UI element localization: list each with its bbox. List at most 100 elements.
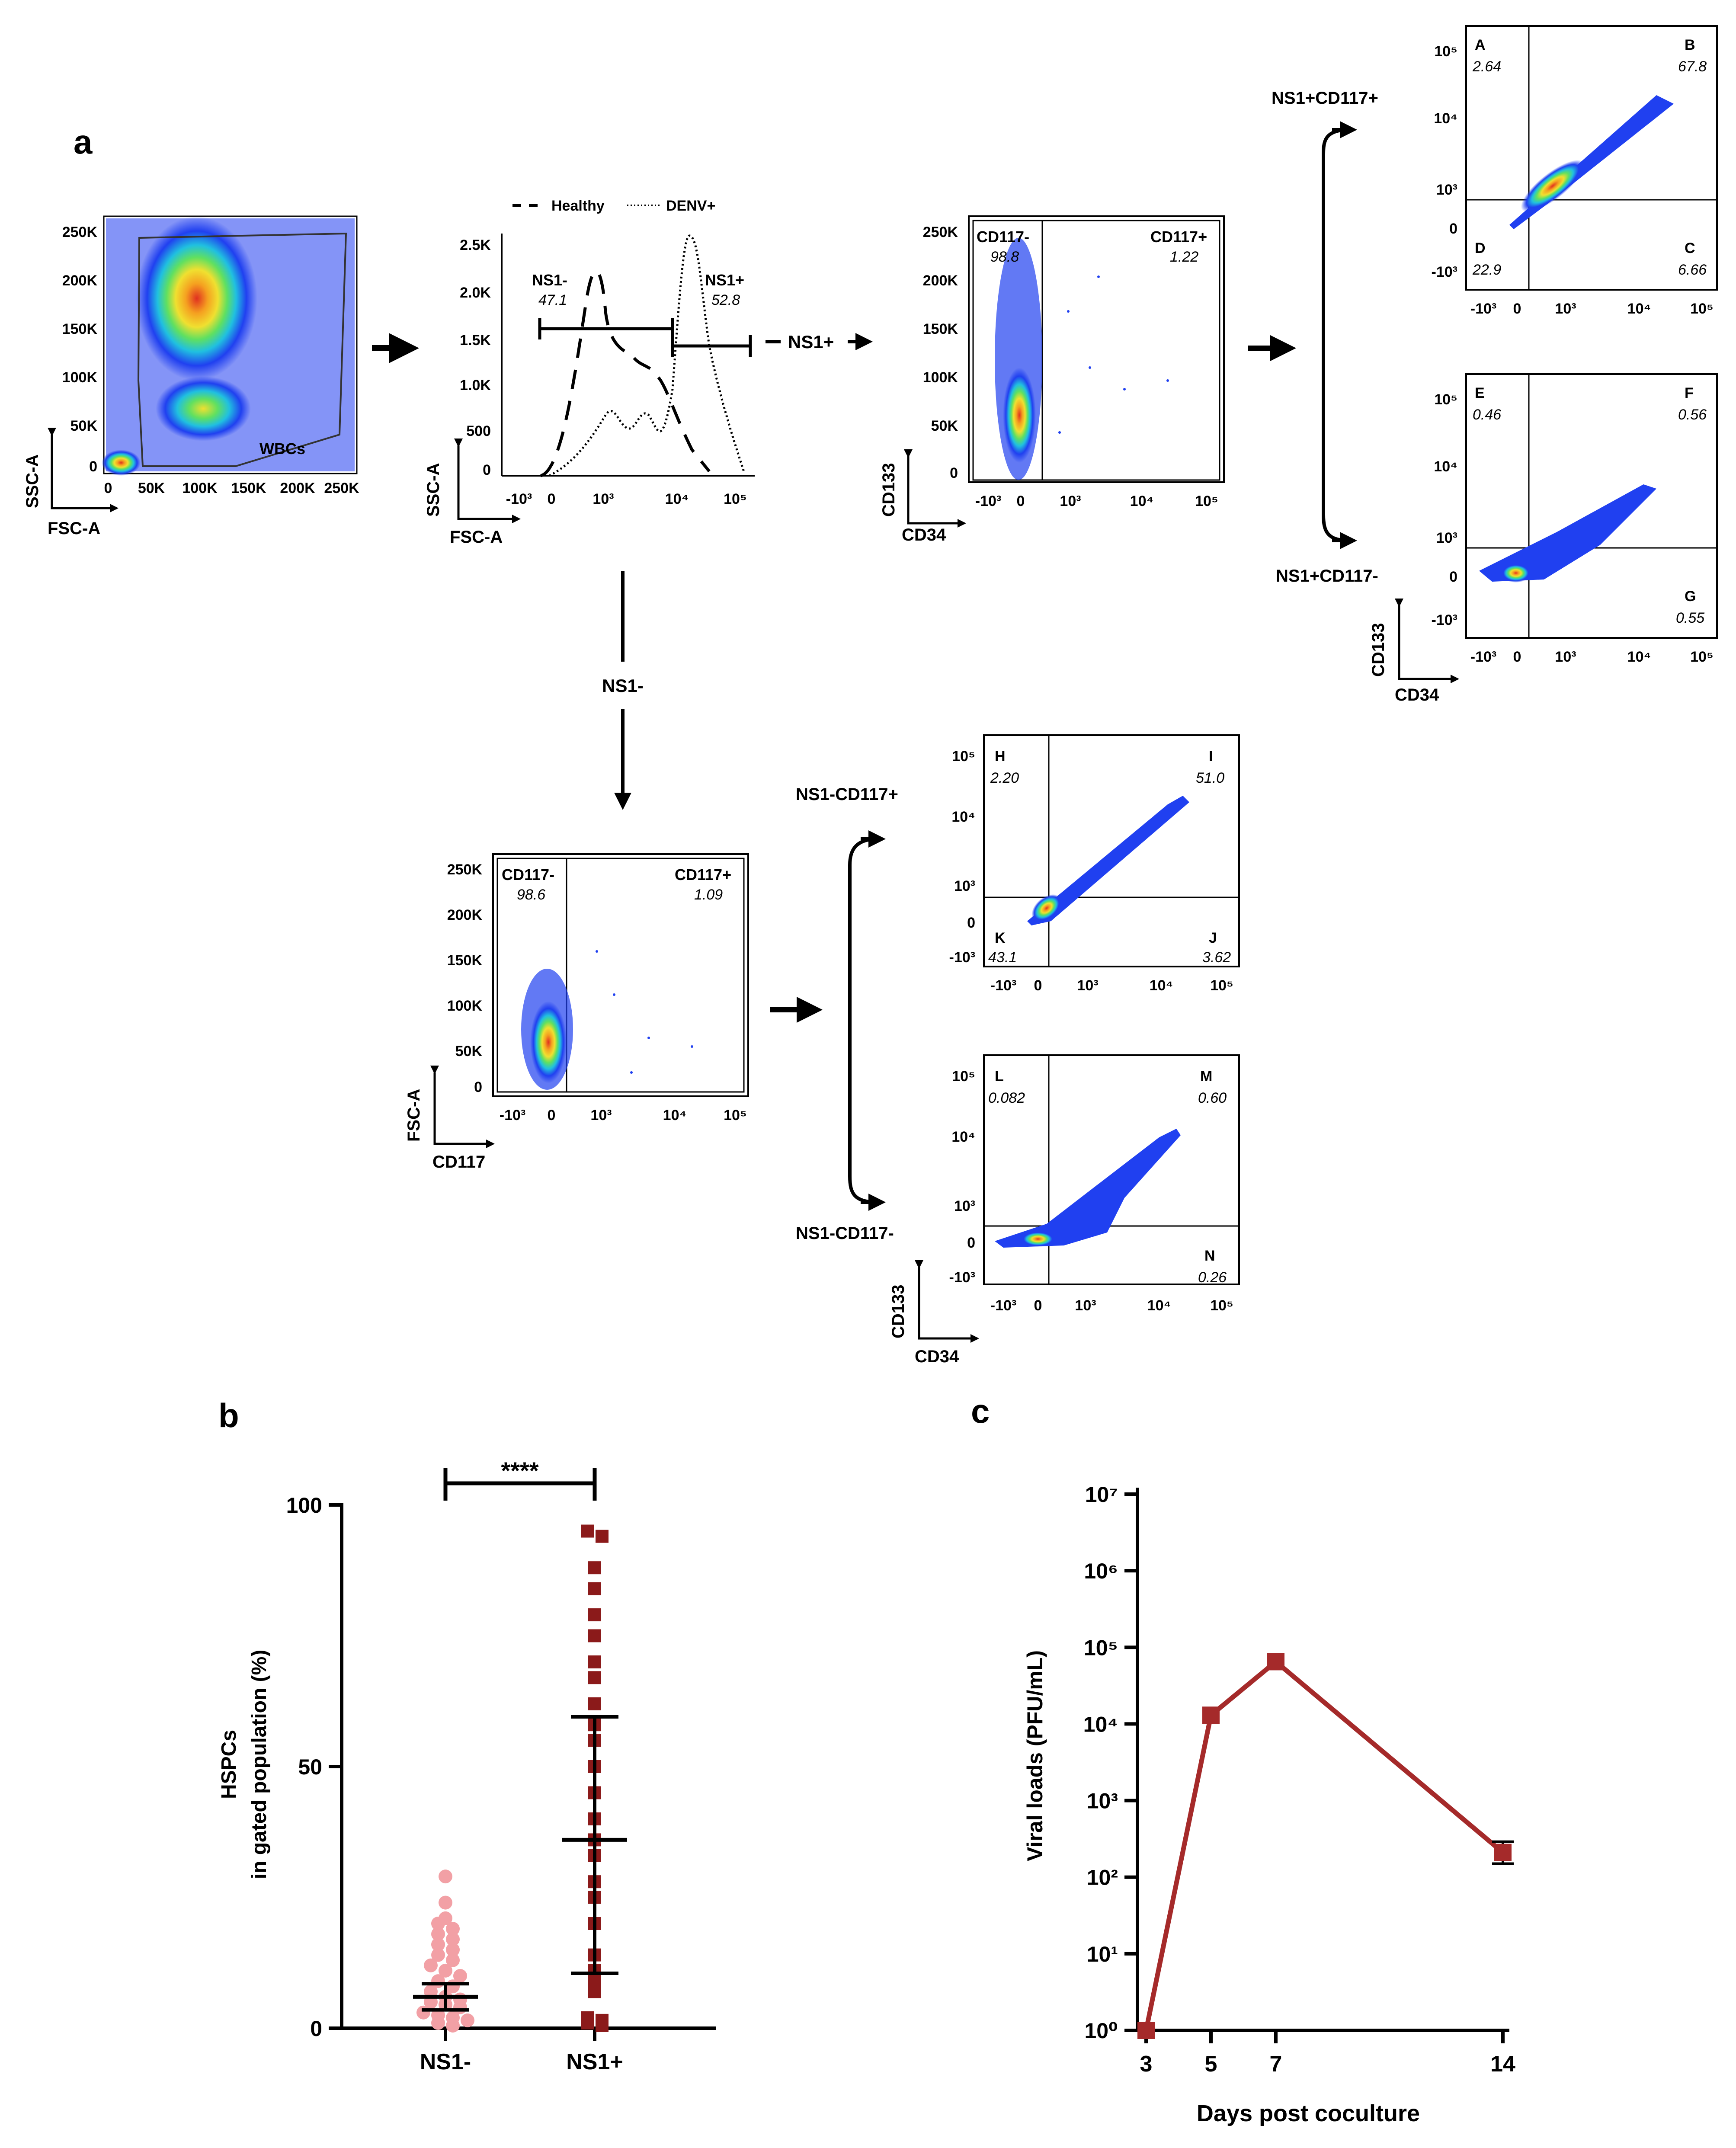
- quad-value: 2.64: [1472, 58, 1501, 75]
- log-y-tick: 10⁵: [952, 748, 975, 765]
- log-x-tick: 0: [1034, 1297, 1042, 1314]
- b-ylabel-line1: HSPCs: [218, 1730, 240, 1799]
- cd117-neg-x-tick: 10³: [590, 1107, 612, 1124]
- cd117-neg-y-tick: 200K: [447, 907, 483, 923]
- cd117-pos-x-axis-label: CD34: [902, 525, 946, 544]
- log-y-tick: 10⁵: [952, 1068, 975, 1085]
- log-y-tick: 0: [967, 1235, 975, 1251]
- cd117-neg-label: CD117-: [977, 228, 1029, 246]
- hist-x-axis-label: FSC-A: [450, 528, 503, 547]
- branch-ns1-pos: NS1+CD117+ NS1+CD117-: [1272, 89, 1378, 586]
- quad-y-axis-label: CD133: [889, 1284, 908, 1338]
- b-point-ns1-neg: [453, 1969, 467, 1983]
- log-y-tick: 10⁴: [951, 1129, 975, 1145]
- quad-label: H: [995, 748, 1006, 765]
- wbc-y-axis-label: SSC-A: [23, 455, 42, 508]
- wbc-x-axis-label: FSC-A: [48, 519, 100, 538]
- quadrant-plot-hijk: H I K J 2.20 51.0 43.1 3.62 10⁵ 10⁴ 10³ …: [949, 734, 1240, 994]
- c-x-tick-label: 3: [1140, 2052, 1153, 2077]
- cd117-neg-value: 98.8: [990, 249, 1019, 265]
- b-x-tick-label: NS1+: [566, 2049, 623, 2074]
- quad-label: F: [1685, 385, 1694, 401]
- quad-value: 0.46: [1473, 407, 1501, 423]
- wbc-x-tick: 0: [104, 480, 112, 496]
- b-point-ns1-neg: [446, 1932, 460, 1946]
- log-y-tick: 10⁵: [1434, 391, 1457, 408]
- log-x-tick: 10⁵: [1690, 301, 1714, 317]
- c-y-tick-label: 10³: [1087, 1789, 1118, 1813]
- branch-label-ns1neg-cd117neg: NS1-CD117-: [796, 1224, 894, 1243]
- wbc-y-tick: 150K: [62, 321, 98, 337]
- log-y-tick: -10³: [1432, 612, 1457, 628]
- wbc-x-tick: 200K: [280, 480, 315, 496]
- cd117-pos-gate-plot: CD117- 98.8 CD117+ 1.22 250K 200K 150K 1…: [879, 215, 1225, 544]
- quad-value: 43.1: [988, 949, 1017, 966]
- c-x-tick-label: 7: [1270, 2052, 1282, 2077]
- b-point-ns1-pos: [588, 1582, 601, 1595]
- quad-label: C: [1685, 240, 1695, 256]
- hist-y-axis-label: SSC-A: [424, 463, 443, 517]
- cd117-neg-plot-pos-value: 1.09: [694, 887, 723, 903]
- quad-label: B: [1685, 37, 1695, 53]
- b-y-tick-label: 50: [298, 1755, 322, 1779]
- branch-label-ns1pos-cd117pos: NS1+CD117+: [1272, 89, 1378, 108]
- legend-denv: DENV+: [666, 198, 715, 214]
- quad-value: 3.62: [1202, 949, 1231, 966]
- cd117-pos-x-tick: 0: [1017, 493, 1025, 509]
- b-point-ns1-neg: [424, 1958, 438, 1972]
- log-y-tick: 0: [967, 915, 975, 931]
- wbc-y-tick: 200K: [62, 272, 98, 289]
- cd117-pos-y-tick: 200K: [923, 272, 958, 289]
- c-y-tick-label: 10⁷: [1085, 1482, 1118, 1507]
- b-ylabel-line2: in gated population (%): [248, 1650, 271, 1879]
- quad-label: N: [1204, 1248, 1215, 1264]
- quad-value: 6.66: [1678, 262, 1707, 278]
- quad-label: G: [1685, 588, 1696, 605]
- hist-x-tick: 10³: [593, 491, 614, 507]
- cd117-neg-x-axis-label: CD117: [432, 1152, 485, 1172]
- log-y-tick: -10³: [949, 949, 975, 966]
- ns1-neg-arrow: NS1-: [602, 571, 644, 810]
- b-point-ns1-neg: [416, 2005, 430, 2020]
- log-y-tick: 10³: [1436, 182, 1457, 198]
- quad-value: 0.56: [1678, 407, 1707, 423]
- gate-ns1-pos-label: NS1+: [705, 271, 744, 289]
- hist-y-tick: 2.0K: [460, 285, 491, 301]
- wbc-y-tick: 0: [89, 458, 97, 475]
- c-y-tick-label: 10⁶: [1084, 1559, 1118, 1583]
- c-ylabel: Viral loads (PFU/mL): [1023, 1650, 1047, 1861]
- cd117-pos-x-tick: 10³: [1060, 493, 1081, 509]
- b-point-ns1-neg: [439, 1895, 452, 1910]
- log-y-tick: 0: [1449, 569, 1457, 585]
- panel-c-chart: 10⁰ 10¹ 10² 10³ 10⁴ 10⁵ 10⁶ 10⁷ 3 5 7 14 Viral load…: [1023, 1482, 1515, 2126]
- log-x-tick: 10³: [1555, 649, 1576, 665]
- quadrant-plot-efg: E F G 0.46 0.56 0.55 10⁵ 10⁴ 10³ 0 -10³ …: [1369, 373, 1718, 704]
- branch-label-ns1pos-cd117neg: NS1+CD117-: [1276, 567, 1378, 586]
- log-y-tick: 10⁵: [1434, 43, 1457, 60]
- log-x-tick: 10⁴: [1147, 1297, 1171, 1314]
- wbc-x-tick: 50K: [138, 480, 165, 496]
- quad-label: M: [1200, 1068, 1212, 1085]
- panel-letter-a: a: [74, 123, 93, 161]
- quad-value: 51.0: [1196, 770, 1224, 786]
- wbc-y-tick: 100K: [62, 369, 98, 386]
- cd117-pos-value: 1.22: [1170, 249, 1198, 265]
- branch-ns1-neg: NS1-CD117+ NS1-CD117-: [796, 785, 898, 1243]
- panel-b-chart: 100 50 0 NS1- NS1+ HSPCs in gated population…: [218, 1457, 716, 2074]
- hist-y-tick: 1.5K: [460, 332, 491, 349]
- cd117-pos-y-tick: 100K: [923, 369, 958, 386]
- log-y-tick: 10⁴: [1434, 110, 1457, 127]
- b-point-ns1-neg: [446, 2018, 460, 2033]
- gate-ns1-neg-label: NS1-: [532, 271, 567, 289]
- b-point-ns1-neg: [431, 1948, 445, 1962]
- cd117-neg-x-tick: 10⁵: [724, 1107, 747, 1124]
- cd117-pos-y-axis-label: CD133: [879, 463, 898, 517]
- panel-letter-b: b: [218, 1396, 239, 1434]
- c-y-tick-label: 10⁴: [1083, 1712, 1118, 1736]
- hist-x-tick: -10³: [506, 491, 532, 507]
- log-x-tick: 0: [1034, 977, 1042, 994]
- b-point-ns1-neg: [446, 1953, 460, 1967]
- hist-y-tick: 2.5K: [460, 237, 491, 253]
- log-y-tick: 10⁴: [951, 809, 975, 825]
- b-y-tick-label: 0: [310, 2017, 322, 2041]
